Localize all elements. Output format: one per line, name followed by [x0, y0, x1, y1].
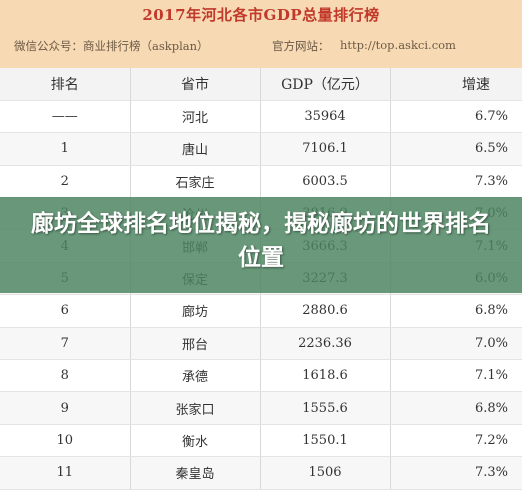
gdp-cell: 1506 [260, 456, 391, 490]
table-row: 8 承德 1618.6 7.1% [0, 359, 522, 393]
gdp-cell: 1555.6 [260, 391, 391, 425]
overlay-headline: 廊坊全球排名地位揭秘，揭秘廊坊的世界排名位置 [31, 211, 491, 271]
gdp-cell: 1550.1 [260, 424, 391, 458]
city-cell: 石家庄 [130, 165, 261, 199]
rank-cell: 10 [0, 424, 131, 458]
growth-cell: 7.3% [390, 165, 522, 199]
website-url[interactable]: http://top.askci.com [340, 38, 456, 52]
table-header-row: 排名 省市 GDP（亿元） 增速 [0, 68, 522, 101]
city-cell: 张家口 [130, 391, 261, 425]
table-row: 10 衡水 1550.1 7.2% [0, 424, 522, 458]
city-cell: 衡水 [130, 424, 261, 458]
table-row: 1 唐山 7106.1 6.5% [0, 132, 522, 166]
gdp-cell: 2880.6 [260, 294, 391, 328]
growth-cell: 6.5% [390, 132, 522, 166]
city-cell: 承德 [130, 359, 261, 393]
growth-cell: 7.3% [390, 456, 522, 490]
rank-cell: 2 [0, 165, 131, 199]
rank-cell: 7 [0, 327, 131, 361]
rank-cell: 6 [0, 294, 131, 328]
gdp-cell: 2236.36 [260, 327, 391, 361]
rank-cell: 9 [0, 391, 131, 425]
city-cell: 廊坊 [130, 294, 261, 328]
website-label: 官方网站： [272, 39, 330, 53]
column-header-growth: 增速 [390, 68, 522, 101]
table-row: 6 廊坊 2880.6 6.8% [0, 294, 522, 328]
gdp-cell: 7106.1 [260, 132, 391, 166]
city-cell: 河北 [130, 100, 261, 134]
rank-cell: 8 [0, 359, 131, 393]
city-cell: 邢台 [130, 327, 261, 361]
page-title: 2017年河北各市GDP总量排行榜 [142, 6, 380, 24]
rank-cell: 11 [0, 456, 131, 490]
source-line: 微信公众号：商业排行榜（askplan） 官方网站： http://top.as… [0, 38, 522, 56]
column-header-gdp: GDP（亿元） [260, 68, 391, 101]
gdp-cell: 6003.5 [260, 165, 391, 199]
table-header-banner: 2017年河北各市GDP总量排行榜 微信公众号：商业排行榜（askplan） 官… [0, 0, 522, 68]
rank-cell: —— [0, 100, 131, 134]
growth-cell: 6.7% [390, 100, 522, 134]
growth-cell: 6.8% [390, 294, 522, 328]
wechat-account: 微信公众号：商业排行榜（askplan） [14, 39, 209, 53]
city-cell: 秦皇岛 [130, 456, 261, 490]
table-row: 11 秦皇岛 1506 7.3% [0, 456, 522, 490]
table-row: 2 石家庄 6003.5 7.3% [0, 165, 522, 199]
growth-cell: 7.1% [390, 359, 522, 393]
table-row: 7 邢台 2236.36 7.0% [0, 327, 522, 361]
growth-cell: 7.2% [390, 424, 522, 458]
city-cell: 唐山 [130, 132, 261, 166]
column-header-city: 省市 [130, 68, 261, 101]
gdp-cell: 35964 [260, 100, 391, 134]
column-header-rank: 排名 [0, 68, 131, 101]
table-row: 9 张家口 1555.6 6.8% [0, 391, 522, 425]
headline-overlay: 廊坊全球排名地位揭秘，揭秘廊坊的世界排名位置 [0, 197, 522, 293]
gdp-cell: 1618.6 [260, 359, 391, 393]
growth-cell: 6.8% [390, 391, 522, 425]
table-row: —— 河北 35964 6.7% [0, 100, 522, 134]
growth-cell: 7.0% [390, 327, 522, 361]
rank-cell: 1 [0, 132, 131, 166]
